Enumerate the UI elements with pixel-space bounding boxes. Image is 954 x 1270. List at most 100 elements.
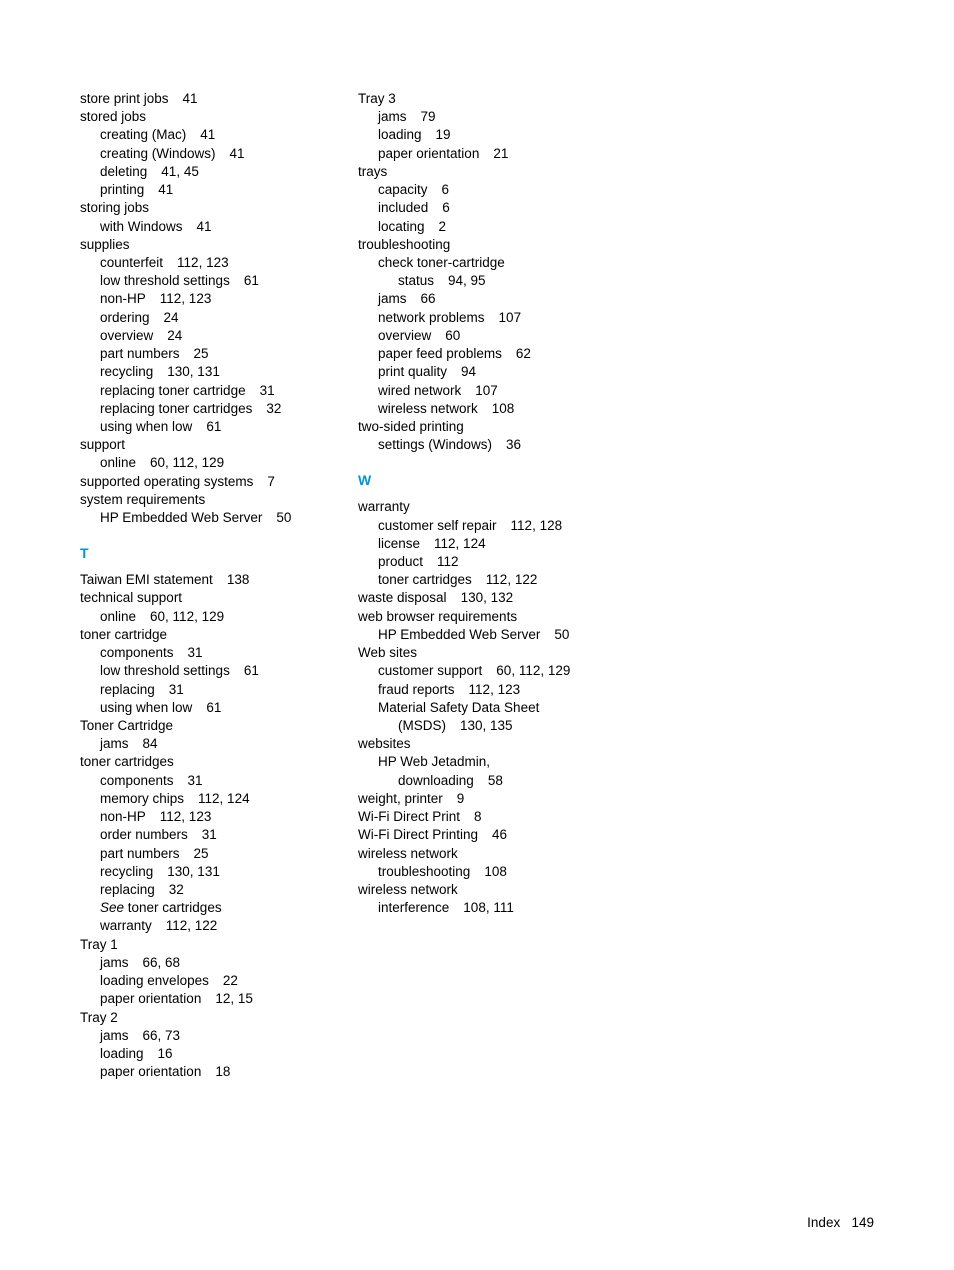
index-page-ref: 31 (169, 682, 184, 697)
index-entry-text: replacing toner cartridges (100, 401, 252, 416)
index-entry: supplies (80, 236, 340, 254)
index-entry-text: toner cartridges (124, 900, 222, 915)
index-page-ref: 41 (183, 91, 198, 106)
index-entry-text: wired network (378, 383, 461, 398)
index-entry: wireless network108 (358, 400, 618, 418)
index-entry-text: waste disposal (358, 590, 447, 605)
index-entry: customer support60, 112, 129 (358, 662, 618, 680)
index-page-ref: 25 (194, 346, 209, 361)
index-page-ref: 130, 131 (167, 364, 220, 379)
index-entry: creating (Mac)41 (80, 126, 340, 144)
index-entry-text: HP Embedded Web Server (378, 627, 540, 642)
index-entry: customer self repair112, 128 (358, 517, 618, 535)
index-entry: toner cartridges (80, 753, 340, 771)
index-entry: product 112 (358, 553, 618, 571)
index-page-ref: 41 (197, 219, 212, 234)
index-entry-text: troubleshooting (378, 864, 470, 879)
index-page-ref: 62 (516, 346, 531, 361)
index-entry-text: supported operating systems (80, 474, 253, 489)
index-page-ref: 112 (437, 554, 459, 569)
index-page-ref: 21 (493, 146, 508, 161)
index-page-ref: 79 (421, 109, 436, 124)
index-entry-text: low threshold settings (100, 273, 230, 288)
index-page-ref: 112, 122 (486, 572, 538, 587)
index-page-ref: 31 (202, 827, 217, 842)
index-entry: troubleshooting (358, 236, 618, 254)
index-entry: downloading58 (358, 772, 618, 790)
index-entry: recycling130, 131 (80, 863, 340, 881)
index-entry-text: HP Embedded Web Server (100, 510, 262, 525)
index-page-ref: 66, 68 (143, 955, 181, 970)
index-entry: jams 79 (358, 108, 618, 126)
index-page-ref: 60, 112, 129 (496, 663, 570, 678)
index-entry-text: wireless network (358, 846, 458, 861)
index-entry: loading envelopes22 (80, 972, 340, 990)
index-entry: toner cartridge (80, 626, 340, 644)
index-entry-text: system requirements (80, 492, 205, 507)
index-page-ref: 138 (227, 572, 250, 587)
index-entry-text: two-sided printing (358, 419, 464, 434)
index-entry-text: Wi-Fi Direct Print (358, 809, 460, 824)
index-page-ref: 108 (484, 864, 507, 879)
index-entry: with Windows41 (80, 218, 340, 236)
index-entry: Material Safety Data Sheet (358, 699, 618, 717)
index-page-ref: 31 (188, 773, 203, 788)
index-entry: print quality94 (358, 363, 618, 381)
index-entry-text: non-HP (100, 291, 146, 306)
index-page-ref: 60 (445, 328, 460, 343)
index-page-ref: 12, 15 (215, 991, 253, 1006)
index-entry-text: jams (378, 109, 407, 124)
index-entry: storing jobs (80, 199, 340, 217)
index-entry-text: technical support (80, 590, 182, 605)
index-entry: non-HP112, 123 (80, 290, 340, 308)
index-entry: paper orientation 21 (358, 145, 618, 163)
index-page-ref: 16 (158, 1046, 173, 1061)
index-entry-text: Wi-Fi Direct Printing (358, 827, 478, 842)
index-page-ref: 24 (167, 328, 182, 343)
index-page-ref: 60, 112, 129 (150, 455, 224, 470)
index-entry: HP Embedded Web Server50 (358, 626, 618, 644)
index-entry-text: components (100, 773, 174, 788)
index-entry-text: product (378, 554, 423, 569)
index-page-ref: 61 (244, 663, 259, 678)
index-entry: capacity6 (358, 181, 618, 199)
index-entry-text: using when low (100, 700, 192, 715)
index-entry-text: HP Web Jetadmin, (378, 754, 490, 769)
index-entry-text: jams (100, 1028, 129, 1043)
index-entry-text: storing jobs (80, 200, 149, 215)
see-reference: See (100, 900, 124, 915)
index-entry: Taiwan EMI statement138 (80, 571, 340, 589)
index-entry-text: print quality (378, 364, 447, 379)
index-entry-text: capacity (378, 182, 428, 197)
index-page-ref: 9 (457, 791, 465, 806)
index-page-ref: 46 (492, 827, 507, 842)
index-entry-text: non-HP (100, 809, 146, 824)
index-page-ref: 32 (169, 882, 184, 897)
index-entry: memory chips112, 124 (80, 790, 340, 808)
index-entry-text: status (398, 273, 434, 288)
index-entry-text: jams (100, 736, 129, 751)
index-entry-text: toner cartridges (378, 572, 472, 587)
index-entry: wireless network (358, 845, 618, 863)
index-entry-text: creating (Windows) (100, 146, 216, 161)
index-entry: license112, 124 (358, 535, 618, 553)
index-entry: jams66, 68 (80, 954, 340, 972)
index-entry: deleting41, 45 (80, 163, 340, 181)
index-entry-text: loading (100, 1046, 144, 1061)
index-entry-text: weight, printer (358, 791, 443, 806)
index-entry-text: wireless network (358, 882, 458, 897)
index-page-ref: 107 (475, 383, 498, 398)
index-entry: support (80, 436, 340, 454)
index-entry: replacing31 (80, 681, 340, 699)
index-entry-text: paper orientation (378, 146, 479, 161)
index-entry-text: stored jobs (80, 109, 146, 124)
index-page-ref: 50 (276, 510, 291, 525)
index-entry: troubleshooting 108 (358, 863, 618, 881)
index-entry-text: loading (378, 127, 422, 142)
index-entry: stored jobs (80, 108, 340, 126)
index-page-ref: 108, 111 (463, 900, 514, 915)
index-entry: wired network 107 (358, 382, 618, 400)
index-entry-text: toner cartridges (80, 754, 174, 769)
index-entry: creating (Windows)41 (80, 145, 340, 163)
index-entry-text: check toner-cartridge (378, 255, 505, 270)
